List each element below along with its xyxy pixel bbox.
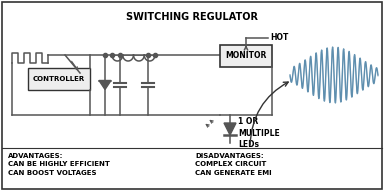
Polygon shape — [224, 123, 236, 135]
Bar — [28, 68, 90, 90]
Text: SWITCHING REGULATOR: SWITCHING REGULATOR — [126, 12, 258, 22]
Text: CONTROLLER: CONTROLLER — [33, 76, 85, 82]
Text: MONITOR: MONITOR — [225, 52, 266, 61]
Text: ADVANTAGES:
CAN BE HIGHLY EFFICIENT
CAN BOOST VOLTAGES: ADVANTAGES: CAN BE HIGHLY EFFICIENT CAN … — [8, 153, 110, 176]
Text: DISADVANTAGES:
COMPLEX CIRCUIT
CAN GENERATE EMI: DISADVANTAGES: COMPLEX CIRCUIT CAN GENER… — [195, 153, 271, 176]
Bar — [220, 45, 272, 67]
Text: HOT: HOT — [270, 33, 288, 43]
Text: 1 OR
MULTIPLE
LEDs: 1 OR MULTIPLE LEDs — [238, 117, 280, 149]
Polygon shape — [99, 80, 111, 90]
